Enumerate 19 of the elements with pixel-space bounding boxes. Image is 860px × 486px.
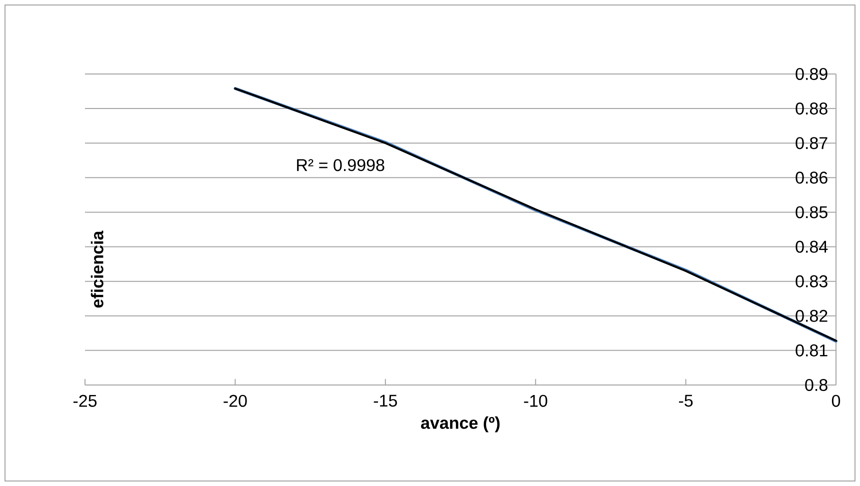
x-tick-label: -25 xyxy=(73,394,97,407)
annotation: R² = 0.9998 xyxy=(297,159,384,172)
y-tick-label: 0.8 xyxy=(805,378,828,392)
y-tick-label: 0.86 xyxy=(796,172,828,184)
y-tick-label: 0.81 xyxy=(796,344,828,356)
y-tick-label: 0.84 xyxy=(796,240,828,253)
y-tick-label: 0.85 xyxy=(796,206,828,218)
x-tick-label: -5 xyxy=(678,394,693,407)
y-tick-label: 0.89 xyxy=(796,68,828,80)
y-tick-label: 0.87 xyxy=(796,137,828,150)
y-tick-label: 0.82 xyxy=(796,310,828,322)
y-tick-label: 0.88 xyxy=(796,102,828,115)
x-tick-label: -15 xyxy=(374,394,397,407)
y-tick-label: 0.83 xyxy=(796,275,828,288)
x-tick-label: 0 xyxy=(832,394,840,407)
x-tick-label: -10 xyxy=(524,394,548,407)
x-tick-label: -20 xyxy=(224,394,247,407)
x-axis-title: avance (º) xyxy=(421,416,500,432)
y-axis-title: eficiencia xyxy=(90,230,104,308)
